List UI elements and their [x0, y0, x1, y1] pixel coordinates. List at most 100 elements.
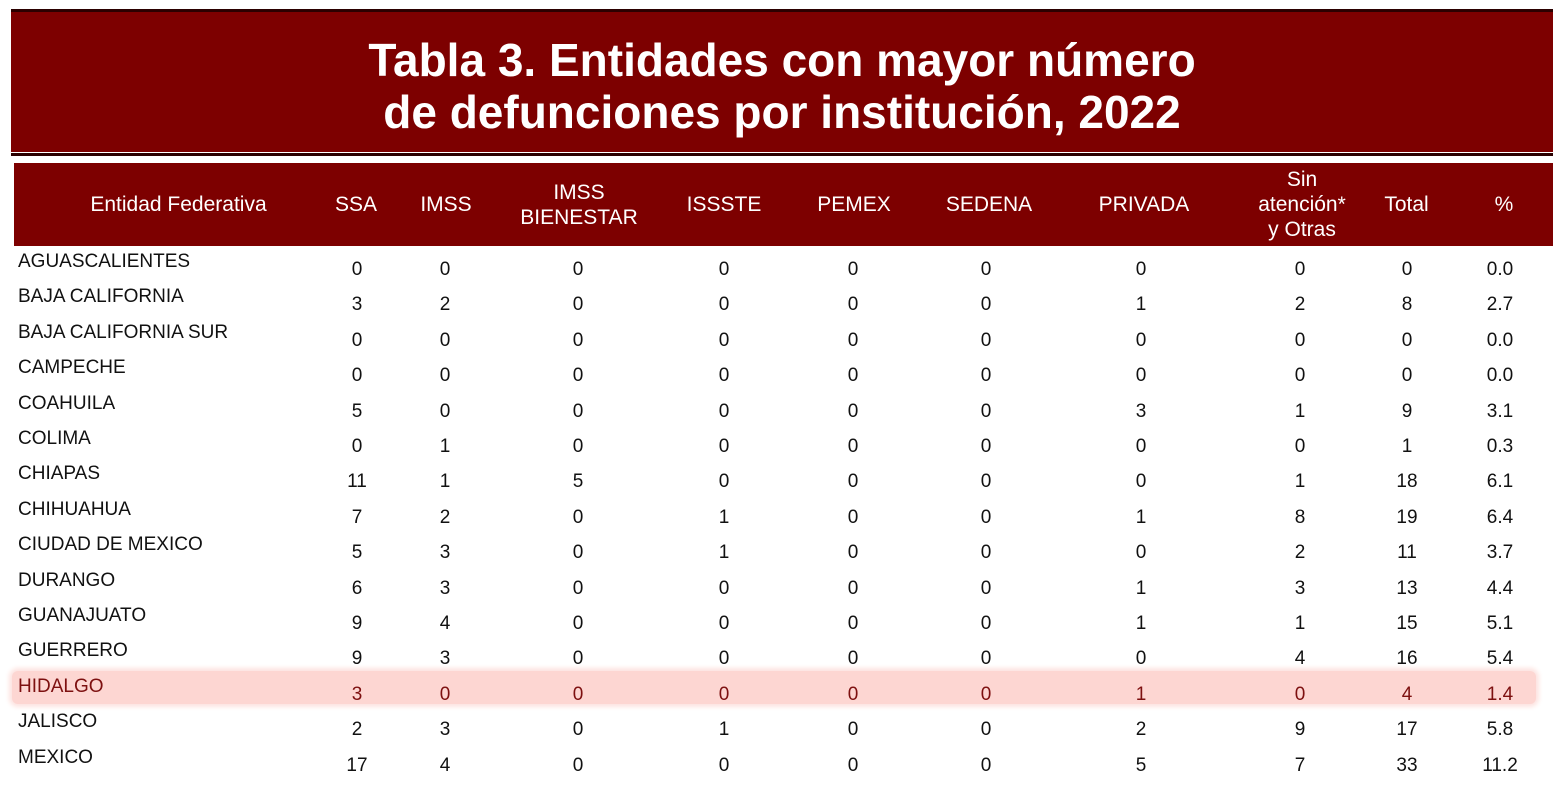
cell-ssa: 2 [351, 719, 363, 741]
cell-imss_bienestar: 0 [572, 613, 584, 634]
cell-sedena: 0 [980, 436, 992, 457]
cell-imss_bienestar: 0 [572, 683, 584, 705]
col-header-total: Total [1384, 193, 1429, 216]
cell-total: 0 [1401, 259, 1413, 280]
cell-issste: 0 [718, 648, 730, 670]
cell-imss: 0 [439, 400, 451, 422]
cell-total: 18 [1396, 471, 1418, 493]
cell-imss: 0 [439, 683, 451, 705]
cell-total: 13 [1396, 577, 1418, 599]
cell-pct: 2.7 [1486, 294, 1514, 316]
table-header: Entidad Federativa SSA IMSS IMSS BIENEST… [14, 163, 1553, 246]
row-entity-name: COLIMA [18, 428, 91, 449]
cell-ssa: 3 [351, 294, 363, 316]
cell-sin_atencion: 8 [1294, 506, 1306, 528]
cell-ssa: 3 [351, 683, 363, 705]
cell-imss_bienestar: 0 [572, 329, 584, 351]
cell-total: 8 [1401, 294, 1413, 316]
cell-issste: 0 [718, 754, 730, 776]
cell-sedena: 0 [980, 506, 992, 528]
cell-pct: 3.7 [1486, 542, 1514, 564]
table-row: COAHUILA 5 0 0 0 0 0 3 1 9 3.1 [0, 393, 1568, 432]
cell-privada: 0 [1135, 436, 1147, 457]
cell-sin_atencion: 1 [1294, 400, 1306, 422]
cell-issste: 0 [718, 577, 730, 599]
cell-total: 33 [1396, 754, 1418, 776]
cell-imss: 3 [439, 577, 451, 599]
cell-pemex: 0 [847, 613, 859, 634]
table-row: HIDALGO 3 0 0 0 0 0 1 0 4 1.4 [0, 676, 1568, 715]
title-line-2: de defunciones por institución, 2022 [383, 86, 1181, 138]
cell-pemex: 0 [847, 542, 859, 564]
cell-imss: 2 [439, 294, 451, 316]
cell-sin_atencion: 3 [1294, 577, 1306, 599]
cell-privada: 1 [1135, 506, 1147, 528]
cell-pct: 5.4 [1486, 648, 1514, 670]
cell-sedena: 0 [980, 259, 992, 280]
cell-sin_atencion: 9 [1294, 719, 1306, 741]
table-row: CHIHUAHUA 7 2 0 1 0 0 1 8 19 6.4 [0, 499, 1568, 538]
cell-imss: 3 [439, 719, 451, 741]
cell-imss: 2 [439, 506, 451, 528]
cell-imss_bienestar: 0 [572, 259, 584, 280]
cell-sedena: 0 [980, 719, 992, 741]
col-header-privada: PRIVADA [1098, 193, 1190, 216]
cell-imss_bienestar: 0 [572, 400, 584, 422]
col-header-issste: ISSSTE [686, 193, 762, 216]
cell-imss: 0 [439, 329, 451, 351]
cell-sin_atencion: 2 [1294, 294, 1306, 316]
col-header-pemex: PEMEX [817, 193, 891, 216]
cell-sedena: 0 [980, 613, 992, 634]
cell-issste: 1 [718, 719, 730, 741]
cell-pemex: 0 [847, 329, 859, 351]
row-entity-name: CHIHUAHUA [18, 498, 131, 520]
cell-ssa: 0 [351, 436, 363, 457]
col-header-entidad: Entidad Federativa [90, 193, 267, 216]
cell-issste: 0 [718, 329, 730, 351]
cell-privada: 2 [1135, 719, 1147, 741]
cell-sin_atencion: 0 [1294, 259, 1306, 280]
cell-pemex: 0 [847, 719, 859, 741]
cell-issste: 0 [718, 436, 730, 457]
row-entity-name: CAMPECHE [18, 357, 126, 379]
row-entity-name: BAJA CALIFORNIA SUR [18, 321, 229, 343]
cell-pemex: 0 [847, 294, 859, 316]
col-header-sin-atencion-line3: y Otras [1268, 218, 1336, 241]
col-header-pct: % [1494, 193, 1514, 216]
cell-pct: 0.0 [1486, 329, 1514, 351]
cell-sin_atencion: 0 [1294, 436, 1306, 457]
cell-sin_atencion: 1 [1294, 613, 1306, 634]
cell-pemex: 0 [847, 754, 859, 776]
cell-imss_bienestar: 0 [572, 719, 584, 741]
cell-pct: 0.3 [1486, 436, 1514, 457]
cell-sin_atencion: 7 [1294, 754, 1306, 776]
cell-sedena: 0 [980, 754, 992, 776]
row-entity-name: MEXICO [18, 746, 93, 768]
table-row: CAMPECHE 0 0 0 0 0 0 0 0 0 0.0 [0, 357, 1568, 396]
cell-sedena: 0 [980, 683, 992, 705]
cell-pemex: 0 [847, 683, 859, 705]
cell-issste: 0 [718, 471, 730, 493]
table-row: BAJA CALIFORNIA 3 2 0 0 0 0 1 2 8 2.7 [0, 286, 1568, 325]
cell-pemex: 0 [847, 365, 859, 387]
cell-sin_atencion: 2 [1294, 542, 1306, 564]
col-header-sin-atencion-line2: atención* [1258, 193, 1346, 216]
cell-pemex: 0 [847, 577, 859, 599]
cell-ssa: 9 [351, 613, 363, 634]
cell-privada: 0 [1135, 329, 1147, 351]
cell-total: 9 [1401, 400, 1413, 422]
cell-imss_bienestar: 0 [572, 542, 584, 564]
cell-pemex: 0 [847, 436, 859, 457]
table-row: GUANAJUATO 9 4 0 0 0 0 1 1 15 5.1 [0, 605, 1568, 644]
cell-privada: 1 [1135, 683, 1147, 705]
cell-total: 17 [1396, 719, 1418, 741]
cell-privada: 5 [1135, 754, 1147, 776]
cell-imss_bienestar: 0 [572, 365, 584, 387]
cell-ssa: 5 [351, 542, 363, 564]
cell-total: 0 [1401, 365, 1413, 387]
cell-imss: 0 [439, 259, 451, 280]
cell-imss_bienestar: 0 [572, 648, 584, 670]
cell-imss_bienestar: 0 [572, 754, 584, 776]
cell-sedena: 0 [980, 542, 992, 564]
cell-issste: 0 [718, 259, 730, 280]
